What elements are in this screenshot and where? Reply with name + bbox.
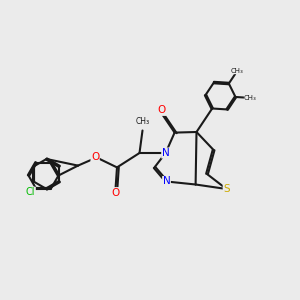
Text: CH₃: CH₃: [135, 117, 150, 126]
Text: S: S: [223, 184, 230, 194]
Text: CH₃: CH₃: [244, 95, 257, 101]
Text: O: O: [91, 152, 99, 163]
Text: O: O: [158, 105, 166, 116]
Text: N: N: [162, 148, 170, 158]
Text: Cl: Cl: [26, 187, 35, 197]
Text: CH₃: CH₃: [231, 68, 244, 74]
Text: O: O: [111, 188, 120, 198]
Text: N: N: [163, 176, 170, 187]
